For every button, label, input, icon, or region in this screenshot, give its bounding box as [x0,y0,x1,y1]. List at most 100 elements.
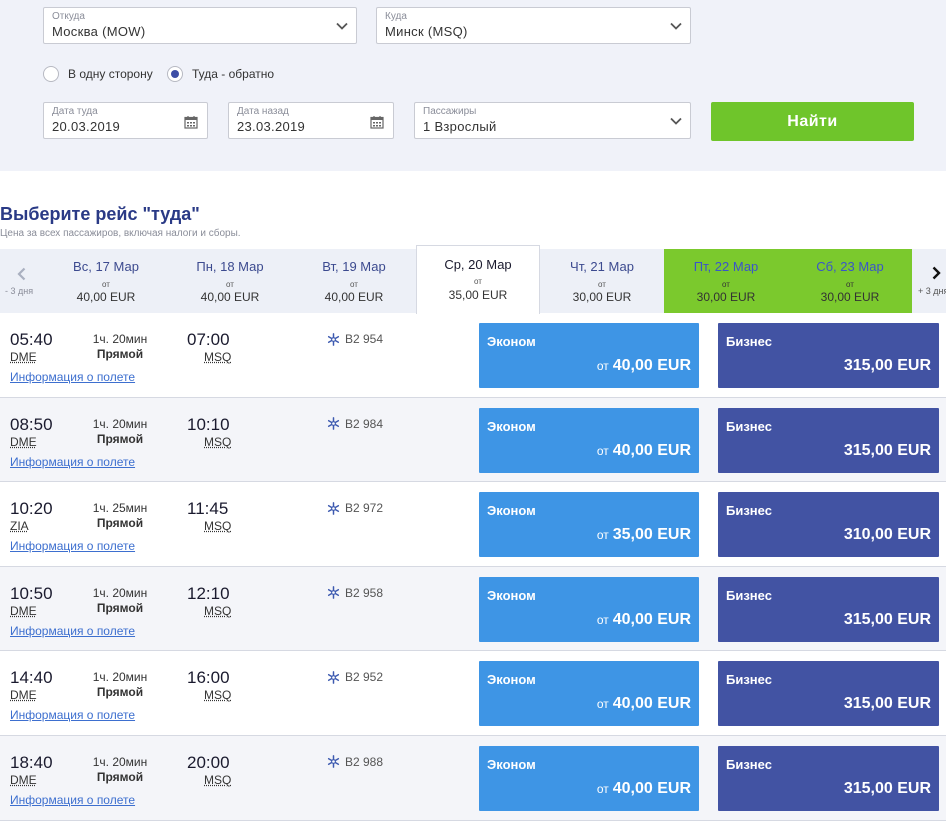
from-field[interactable]: Откуда Москва (MOW) [43,7,357,44]
fare-price-value: 40,00 EUR [613,611,691,628]
passengers-label: Пассажиры [423,106,476,117]
direct-label: Прямой [80,432,160,446]
fare-class-label: Бизнес [726,419,772,434]
flight-number: B2 984 [327,417,383,431]
flight-duration: 1ч. 20мин [80,755,160,769]
economy-fare-button[interactable]: Эконом от 40,00 EUR [479,661,699,726]
departure-airport: DME [10,350,37,364]
day-tab[interactable]: Пн, 18 Мар от 40,00 EUR [168,249,292,313]
depart-date-field[interactable]: Дата туда 20.03.2019 [43,102,208,139]
chevron-right-icon [929,266,943,280]
airline-logo-icon [327,502,340,515]
business-fare-button[interactable]: Бизнес 315,00 EUR [718,577,939,642]
fare-from-label: от [597,528,609,542]
round-trip-radio[interactable]: Туда - обратно [167,64,274,84]
fare-price-value: 315,00 EUR [844,780,931,798]
departure-airport: DME [10,773,37,787]
depart-date-value: 20.03.2019 [52,119,120,134]
prev-days-button[interactable]: - 3 дня [0,249,44,313]
flight-info-link[interactable]: Информация о полете [10,539,135,553]
direct-label: Прямой [80,516,160,530]
direct-label: Прямой [80,601,160,615]
flight-info-link[interactable]: Информация о полете [10,708,135,722]
day-tab-return-range[interactable]: Пт, 22 Мар от 30,00 EUR [664,249,788,313]
passengers-field[interactable]: Пассажиры 1 Взрослый [414,102,691,139]
arrival-time: 16:00 [187,668,230,688]
one-way-label: В одну сторону [68,67,153,81]
business-fare-button[interactable]: Бизнес 315,00 EUR [718,661,939,726]
departure-airport: ZIA [10,519,29,533]
round-trip-label: Туда - обратно [192,67,274,81]
fare-class-label: Бизнес [726,334,772,349]
departure-time: 14:40 [10,668,53,688]
return-date-field[interactable]: Дата назад 23.03.2019 [228,102,394,139]
fare-price-value: 35,00 EUR [613,526,691,543]
fare-price: от 40,00 EUR [597,357,691,375]
airline-logo-icon [327,586,340,599]
calendar-icon [370,115,384,129]
fare-from-label: от [597,613,609,627]
day-tab[interactable]: Вт, 19 Мар от 40,00 EUR [292,249,416,313]
day-price: 35,00 EUR [417,288,539,302]
fare-class-label: Эконом [487,672,536,687]
flight-row: 14:40 DME Информация о полете 1ч. 20мин … [0,651,946,736]
business-fare-button[interactable]: Бизнес 315,00 EUR [718,408,939,473]
fare-price: от 40,00 EUR [597,442,691,460]
find-button[interactable]: Найти [711,102,914,141]
flight-duration: 1ч. 20мин [80,670,160,684]
flight-info-link[interactable]: Информация о полете [10,370,135,384]
economy-fare-button[interactable]: Эконом от 40,00 EUR [479,746,699,811]
flight-number-text: B2 958 [345,586,383,600]
day-name: Пт, 22 Мар [664,259,788,274]
depart-date-label: Дата туда [52,106,98,117]
arrival-airport: MSQ [204,350,231,364]
day-name: Ср, 20 Мар [417,257,539,272]
departure-airport: DME [10,604,37,618]
to-field[interactable]: Куда Минск (MSQ) [376,7,691,44]
prev-days-label: - 3 дня [5,286,33,296]
day-tab-selected[interactable]: Ср, 20 Мар от 35,00 EUR [416,245,540,314]
radio-circle-one-way[interactable] [43,66,59,82]
economy-fare-button[interactable]: Эконом от 40,00 EUR [479,577,699,642]
airline-logo-icon [327,755,340,768]
business-fare-button[interactable]: Бизнес 315,00 EUR [718,746,939,811]
chevron-down-icon [336,20,348,32]
departure-time: 08:50 [10,415,53,435]
arrival-airport: MSQ [204,435,231,449]
economy-fare-button[interactable]: Эконом от 40,00 EUR [479,408,699,473]
flight-info-link[interactable]: Информация о полете [10,624,135,638]
arrival-time: 10:10 [187,415,230,435]
flight-row: 18:40 DME Информация о полете 1ч. 20мин … [0,736,946,821]
flight-info-link[interactable]: Информация о полете [10,793,135,807]
passengers-value: 1 Взрослый [423,119,497,134]
flight-number-text: B2 984 [345,417,383,431]
flight-number: B2 958 [327,586,383,600]
next-days-button[interactable]: + 3 дня [912,249,946,313]
chevron-down-icon [670,115,682,127]
day-name: Вт, 19 Мар [292,259,416,274]
economy-fare-button[interactable]: Эконом от 35,00 EUR [479,492,699,557]
day-from-label: от [168,280,292,289]
flight-number: B2 952 [327,670,383,684]
departure-time: 18:40 [10,753,53,773]
departure-airport: DME [10,435,37,449]
airline-logo-icon [327,671,340,684]
flight-info-link[interactable]: Информация о полете [10,455,135,469]
return-date-value: 23.03.2019 [237,119,305,134]
economy-fare-button[interactable]: Эконом от 40,00 EUR [479,323,699,388]
radio-circle-round-trip[interactable] [167,66,183,82]
one-way-radio[interactable]: В одну сторону [43,64,153,84]
chevron-down-icon [670,20,682,32]
day-tab[interactable]: Чт, 21 Мар от 30,00 EUR [540,249,664,313]
business-fare-button[interactable]: Бизнес 315,00 EUR [718,323,939,388]
fare-class-label: Эконом [487,757,536,772]
from-field-label: Откуда [52,11,85,22]
day-price: 30,00 EUR [788,290,912,304]
day-tab[interactable]: Вс, 17 Мар от 40,00 EUR [44,249,168,313]
arrival-airport: MSQ [204,519,231,533]
flight-duration: 1ч. 20мин [80,586,160,600]
day-price: 30,00 EUR [664,290,788,304]
fare-price-value: 315,00 EUR [844,695,931,713]
business-fare-button[interactable]: Бизнес 310,00 EUR [718,492,939,557]
day-tab-return-range[interactable]: Сб, 23 Мар от 30,00 EUR [788,249,912,313]
